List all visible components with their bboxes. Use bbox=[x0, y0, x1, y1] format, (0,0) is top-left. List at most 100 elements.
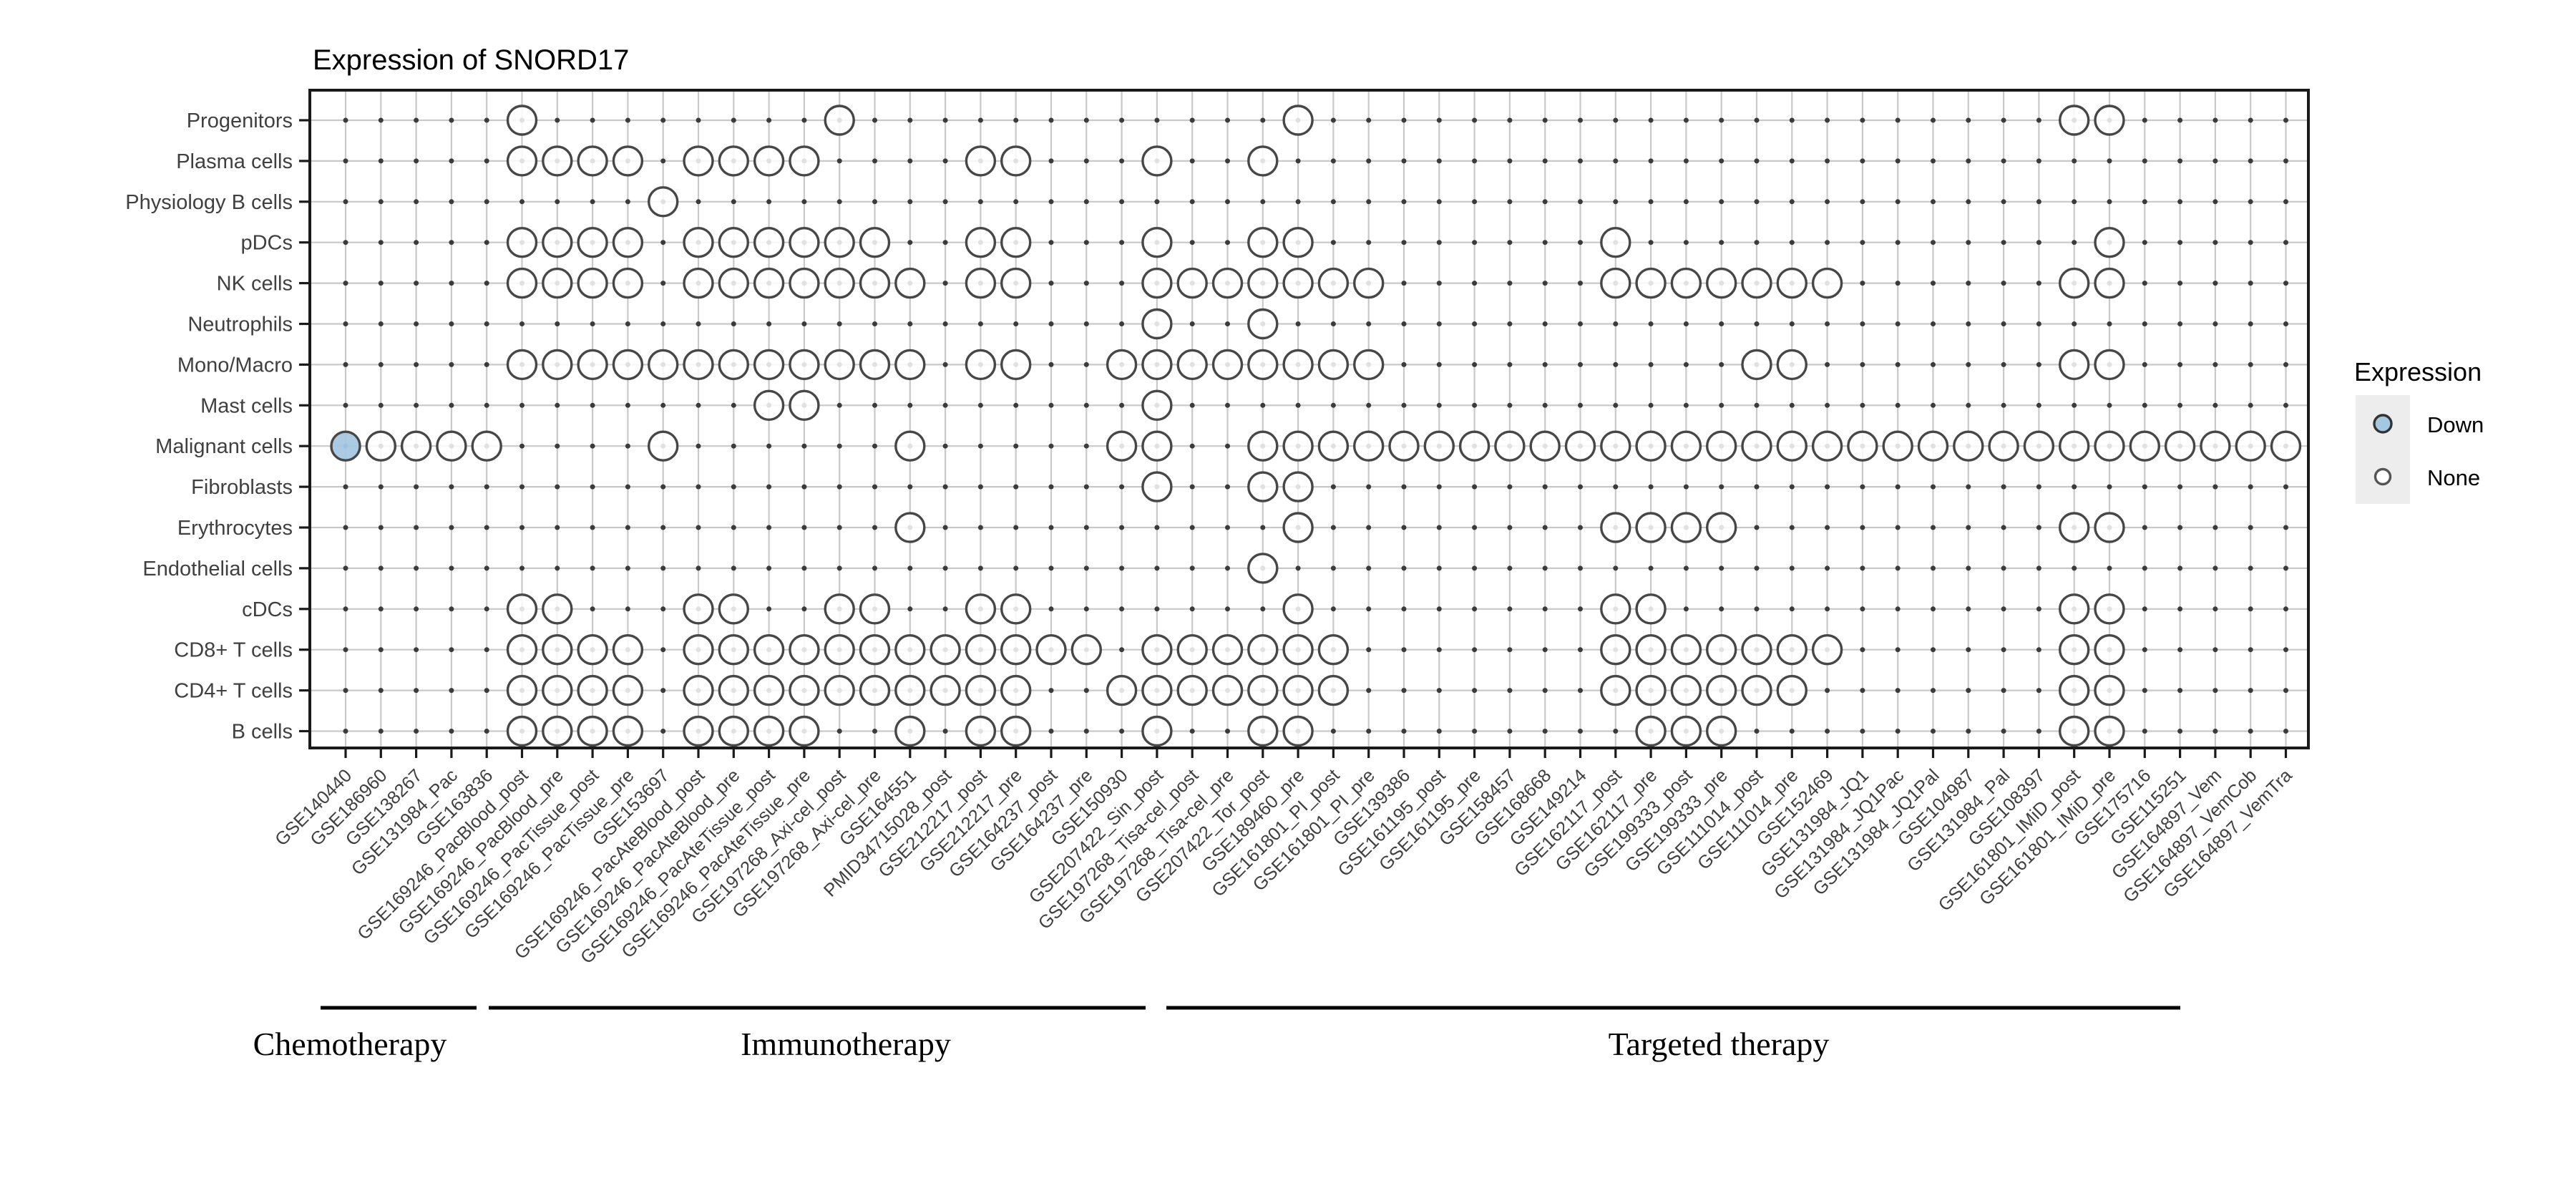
grid-dot bbox=[414, 361, 419, 367]
column-group-labels: Chemotherapy Immunotherapy Targeted ther… bbox=[253, 1026, 1830, 1062]
grid-dot bbox=[977, 484, 983, 490]
grid-dot bbox=[660, 565, 666, 571]
grid-dot bbox=[2177, 647, 2183, 653]
expression-dot-none bbox=[1211, 674, 1244, 706]
grid-dot bbox=[977, 199, 983, 205]
grid-dot bbox=[1472, 281, 1478, 286]
grid-dot bbox=[1083, 240, 1089, 246]
grid-dot bbox=[1578, 525, 1583, 530]
expression-dot-none bbox=[1282, 430, 1314, 462]
grid-dot bbox=[484, 199, 489, 205]
grid-dot bbox=[731, 525, 736, 530]
grid-dot bbox=[1330, 321, 1336, 326]
grid-dot bbox=[1507, 729, 1513, 734]
grid-dot bbox=[590, 199, 595, 205]
grid-dot bbox=[343, 240, 348, 246]
grid-dot bbox=[1754, 525, 1760, 530]
grid-dot bbox=[1895, 565, 1901, 571]
grid-dot bbox=[1436, 361, 1442, 367]
expression-dot-none bbox=[542, 145, 573, 177]
grid-dot bbox=[414, 565, 419, 571]
expression-dot-none bbox=[648, 186, 679, 218]
grid-dot bbox=[2001, 158, 2006, 164]
grid-dot bbox=[1119, 565, 1125, 571]
grid-dot bbox=[1931, 647, 1936, 653]
y-axis-label: CD4+ T cells bbox=[174, 680, 293, 703]
grid-dot bbox=[1754, 484, 1760, 490]
grid-dot bbox=[1754, 117, 1760, 123]
grid-dot bbox=[343, 321, 348, 326]
grid-dot bbox=[2142, 484, 2147, 490]
grid-dot bbox=[484, 281, 489, 286]
grid-dot bbox=[1048, 484, 1054, 490]
grid-dot bbox=[2283, 688, 2288, 694]
grid-dot bbox=[1119, 729, 1125, 734]
grid-dot bbox=[1860, 729, 1865, 734]
grid-dot bbox=[1789, 525, 1795, 530]
grid-dot bbox=[2248, 729, 2253, 734]
y-axis-label: Endothelial cells bbox=[142, 558, 293, 580]
expression-dot-none bbox=[1705, 674, 1737, 706]
grid-dot bbox=[1578, 240, 1583, 246]
grid-dot bbox=[625, 402, 630, 408]
expression-dot-none bbox=[2094, 430, 2125, 462]
grid-dot bbox=[555, 565, 560, 571]
grid-dot bbox=[942, 117, 948, 123]
grid-dot bbox=[343, 199, 348, 205]
expression-dot-none bbox=[683, 145, 714, 177]
grid-dot bbox=[343, 688, 348, 694]
grid-dot bbox=[2072, 484, 2077, 490]
grid-dot bbox=[378, 281, 384, 286]
grid-dot bbox=[378, 402, 384, 408]
grid-dot bbox=[449, 199, 454, 205]
grid-dot bbox=[836, 565, 842, 571]
grid-dot bbox=[1754, 402, 1760, 408]
expression-dot-none bbox=[1141, 349, 1173, 381]
expression-dot-none bbox=[718, 145, 750, 177]
grid-dot bbox=[660, 240, 666, 246]
expression-dot-none bbox=[1670, 674, 1702, 706]
expression-dot-none bbox=[859, 267, 891, 299]
grid-dot bbox=[1966, 199, 1971, 205]
grid-dot bbox=[1366, 565, 1372, 571]
expression-dot-none bbox=[2094, 634, 2125, 666]
grid-dot bbox=[1789, 729, 1795, 734]
expression-dot-none bbox=[1106, 349, 1138, 381]
expression-dot-none bbox=[859, 349, 891, 381]
grid-dot bbox=[1578, 199, 1583, 205]
grid-dot bbox=[1401, 606, 1407, 612]
grid-dot bbox=[2107, 402, 2112, 408]
grid-dot bbox=[2212, 281, 2218, 286]
grid-dot bbox=[1825, 688, 1830, 694]
grid-dot bbox=[1931, 565, 1936, 571]
grid-dot bbox=[555, 484, 560, 490]
grid-dot bbox=[2036, 158, 2041, 164]
expression-dot-none bbox=[683, 227, 714, 258]
grid-dot bbox=[1966, 402, 1971, 408]
grid-dot bbox=[2283, 647, 2288, 653]
grid-dot bbox=[2212, 158, 2218, 164]
expression-dot-none bbox=[824, 349, 855, 381]
grid-dot bbox=[1648, 402, 1654, 408]
expression-dot-none bbox=[1352, 267, 1385, 299]
grid-dot bbox=[2212, 321, 2218, 326]
grid-dot bbox=[1048, 281, 1054, 286]
expression-dot-none bbox=[365, 430, 396, 462]
grid-dot bbox=[2036, 199, 2041, 205]
expression-dot-none bbox=[1705, 430, 1737, 462]
expression-dot-none bbox=[612, 267, 644, 299]
y-axis-label: Erythrocytes bbox=[177, 517, 293, 540]
grid-dot bbox=[1436, 158, 1442, 164]
grid-dot bbox=[942, 443, 948, 449]
grid-dot bbox=[1931, 525, 1936, 530]
y-axis-label: NK cells bbox=[217, 273, 293, 296]
grid-dot bbox=[1860, 688, 1865, 694]
grid-dot bbox=[484, 402, 489, 408]
grid-dot bbox=[1436, 606, 1442, 612]
expression-dot-none bbox=[718, 634, 750, 666]
grid-dot bbox=[942, 321, 948, 326]
grid-dot bbox=[1189, 729, 1195, 734]
expression-dot-none bbox=[2094, 715, 2125, 747]
grid-dot bbox=[977, 525, 983, 530]
